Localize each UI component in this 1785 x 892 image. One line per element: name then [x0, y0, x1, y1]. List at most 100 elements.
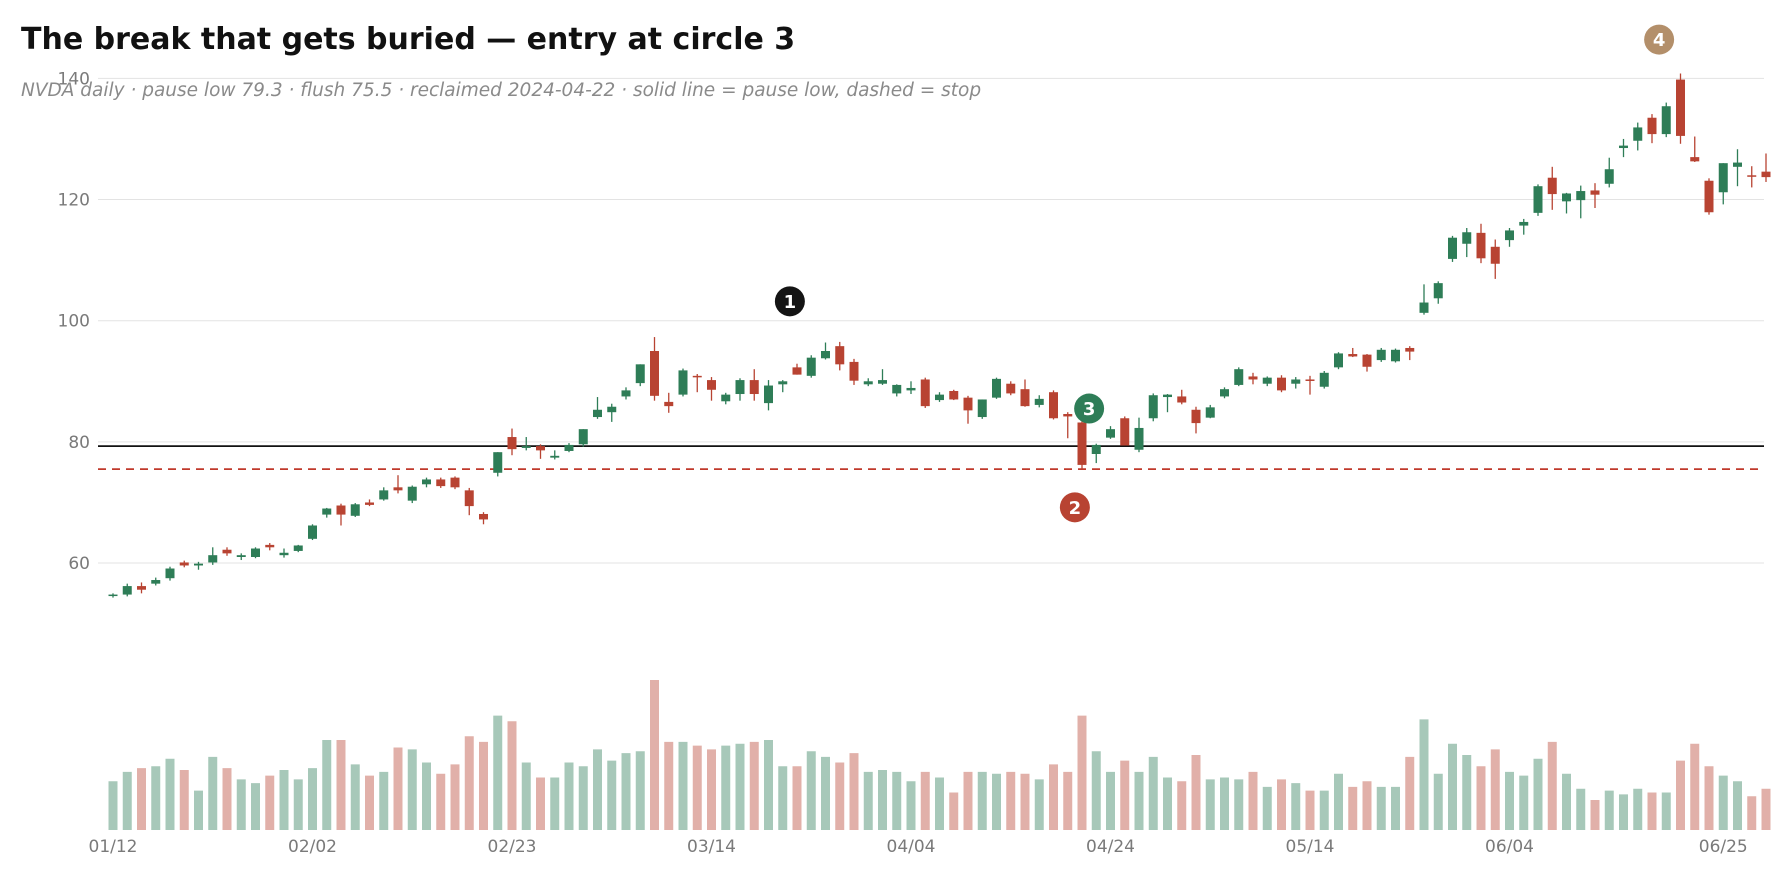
candle-body: [778, 381, 788, 385]
volume-bar: [165, 758, 175, 830]
volume-bar: [1533, 758, 1543, 830]
volume-bar: [1234, 779, 1244, 830]
candle: [137, 582, 146, 594]
candle: [536, 444, 545, 459]
volume-bar: [479, 741, 488, 830]
candle: [1362, 354, 1372, 372]
y-tick-label: 60: [68, 554, 90, 574]
x-tick-label: 03/14: [687, 837, 736, 857]
candle-body: [165, 568, 175, 579]
candle-body: [721, 394, 731, 402]
volume-bar: [664, 741, 674, 830]
candle: [650, 337, 659, 401]
volume-bar: [1077, 715, 1087, 830]
volume-bar: [379, 771, 389, 830]
candle-body: [692, 375, 702, 378]
candle: [1191, 406, 1201, 434]
candle: [977, 399, 987, 419]
candle-body: [806, 357, 816, 376]
candle: [778, 380, 788, 393]
candle: [749, 369, 759, 401]
volume-bar: [906, 781, 916, 830]
candle: [1562, 192, 1571, 214]
volume-bar: [1091, 751, 1101, 830]
volume-bar: [1305, 790, 1315, 830]
candle: [1177, 389, 1187, 405]
candles: [108, 73, 1771, 598]
volume-bar: [892, 771, 902, 830]
volume-bar: [1148, 756, 1158, 830]
candle: [1319, 370, 1329, 389]
candle-body: [650, 351, 659, 396]
volume-bar: [878, 770, 887, 830]
candle: [1006, 381, 1016, 396]
candle: [350, 503, 360, 518]
candle: [1376, 347, 1386, 362]
volume-bar: [1134, 771, 1144, 830]
candle: [1091, 443, 1101, 464]
volume-bar: [236, 779, 246, 830]
candle: [1077, 421, 1087, 470]
candle: [1163, 394, 1172, 413]
volume-bar: [1547, 741, 1557, 830]
volume-bar: [1519, 775, 1529, 830]
volume-bar: [1647, 792, 1657, 830]
candle: [1590, 183, 1600, 209]
candle-body: [1134, 427, 1144, 450]
candle-body: [1704, 180, 1714, 213]
candle: [1747, 166, 1757, 188]
candle: [1619, 138, 1628, 158]
volume-bar: [963, 771, 973, 830]
candle: [1505, 228, 1514, 247]
candle-body: [208, 555, 218, 563]
candle-body: [122, 586, 132, 595]
volume-bar: [464, 736, 474, 830]
candle-body: [764, 385, 773, 404]
candle: [949, 389, 959, 401]
candle: [1106, 426, 1115, 439]
candle-body: [1676, 79, 1685, 136]
volume-bar: [151, 766, 161, 830]
volume-bar: [1262, 786, 1272, 830]
volume-bar: [1220, 777, 1229, 830]
x-axis-ticks: 01/12 02/02 02/23 03/14 04/04 04/24 05/14 06/04…: [89, 837, 1748, 857]
candle-body: [578, 429, 588, 445]
volume-bar: [179, 770, 189, 830]
candle: [1718, 163, 1728, 205]
volume-bar: [1505, 771, 1514, 830]
volume-bar: [422, 762, 431, 830]
candle: [165, 566, 175, 581]
volume-bar: [564, 762, 574, 830]
candle: [1234, 367, 1244, 387]
candle-body: [977, 399, 987, 418]
candle: [336, 503, 346, 526]
candle-body: [1476, 232, 1486, 259]
volume-bar: [122, 771, 132, 830]
candle-body: [707, 380, 716, 390]
candle-body: [749, 380, 759, 395]
candle: [1134, 417, 1144, 453]
candle: [935, 392, 944, 402]
volume-bar: [108, 781, 118, 830]
candle-body: [920, 379, 930, 407]
candle: [179, 560, 189, 568]
volume-bar: [251, 783, 260, 830]
candle: [1647, 114, 1657, 144]
volume-bar: [279, 770, 289, 830]
candle: [108, 593, 118, 598]
candle-body: [322, 508, 332, 515]
candle-body: [849, 361, 859, 381]
volume-bar: [992, 773, 1001, 830]
x-tick-label: 06/25: [1699, 837, 1748, 857]
candle-body: [236, 555, 246, 557]
candle: [1277, 375, 1286, 393]
volume-bar: [692, 745, 702, 830]
chart-subtitle: NVDA daily · pause low 79.3 · flush 75.5…: [21, 80, 982, 101]
y-tick-label: 80: [68, 433, 90, 453]
candle: [1462, 228, 1472, 258]
candle-body: [593, 409, 602, 418]
volume-bar: [821, 756, 830, 830]
candle-body: [194, 563, 203, 566]
volume-bar: [635, 751, 645, 830]
